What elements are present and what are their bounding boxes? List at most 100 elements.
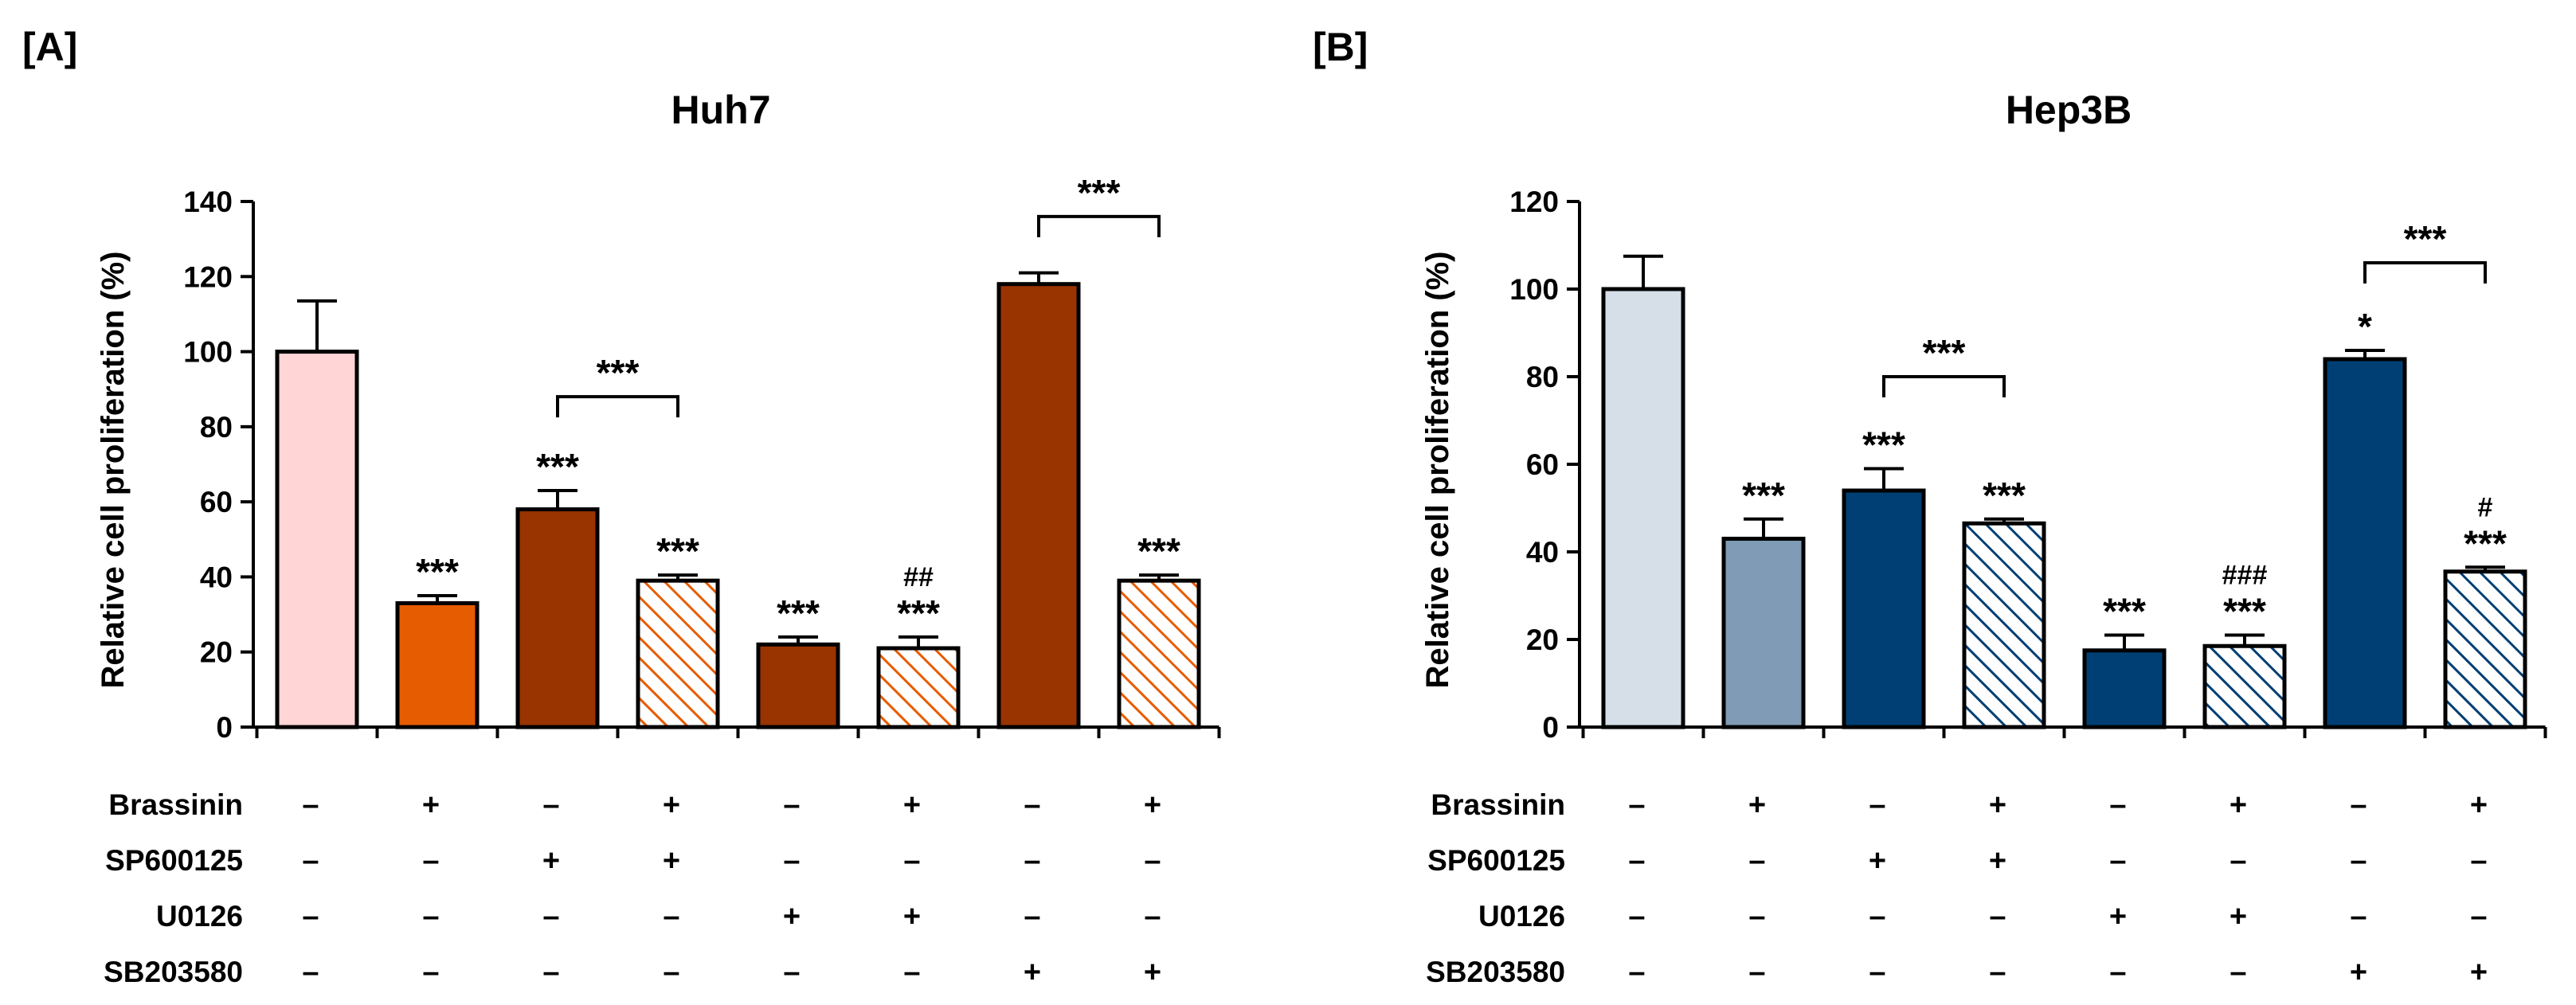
y-tick-label: 100 [1509,273,1559,306]
treatment-sign: – [2350,788,2367,822]
treatment-label-sp600125: SP600125 [1427,844,1565,877]
treatment-sign: – [2230,956,2246,989]
treatment-sign: – [2230,844,2246,878]
significance-hash: ## [903,562,934,592]
treatment-sign: – [302,844,319,878]
bar-6 [2202,643,2287,729]
bar-2 [395,600,480,729]
bar-4 [636,578,720,729]
treatment-sign: – [663,900,679,933]
treatment-sign: + [2230,788,2247,822]
bar-6 [876,646,961,729]
significance-stars: *** [1983,475,2026,516]
comparison-bracket [556,395,679,418]
treatment-sign: – [542,956,559,989]
treatment-sign: + [2470,956,2488,989]
treatment-sign: – [1628,956,1645,989]
bar-8 [1117,578,1201,729]
significance-stars: *** [1862,424,1905,466]
y-tick-label: 140 [183,186,233,218]
treatment-sign: – [1628,844,1645,878]
treatment-sign: – [2470,844,2487,878]
treatment-sign: + [1869,844,1886,878]
y-tick-label: 0 [216,711,233,744]
treatment-sign: + [2470,788,2488,822]
significance-stars: *** [416,551,459,592]
treatment-sign: – [2109,956,2126,989]
treatment-label-u0126: U0126 [1478,900,1565,933]
treatment-sign: – [1748,956,1765,989]
bar-1 [1601,287,1685,729]
panel-hep3b: [B] Hep3B Relative cell proliferation (%… [1313,25,2547,989]
significance-stars: *** [2103,591,2146,632]
treatment-sign: – [1989,900,2006,933]
bar-2 [1721,537,1806,729]
y-tick-label: 20 [1526,624,1559,656]
bracket-label: *** [1078,172,1121,213]
treatment-sign: – [783,788,800,822]
panel-label-b: [B] [1313,25,1368,69]
treatment-sign: – [903,956,920,989]
treatment-sign: – [1024,900,1040,933]
treatment-sign: – [1869,788,1885,822]
significance-stars: *** [2223,591,2266,632]
treatment-sign: – [2109,844,2126,878]
y-tick-label: 40 [1526,536,1559,569]
bracket-label: *** [1923,332,1966,373]
treatment-sign: – [1628,788,1645,822]
treatment-table-huh7: Brassinin – + – + – + – + SP600125 – – + + – – – – U0126 – –… [104,788,1161,989]
significance-stars: *** [656,530,699,572]
treatment-sign: – [542,788,559,822]
treatment-sign: – [422,844,439,878]
treatment-label-sp600125: SP600125 [105,844,243,877]
comparison-bracket [1037,214,1161,237]
y-tick-label: 120 [1509,186,1559,218]
y-tick-label: 60 [200,486,233,518]
treatment-sign: – [1748,844,1765,878]
bar-1 [275,350,359,729]
bracket-label: *** [597,352,640,393]
treatment-sign: + [422,788,440,822]
chart-title-hep3b: Hep3B [2006,88,2132,132]
treatment-label-brassinin: Brassinin [108,788,243,821]
treatment-sign: + [783,900,801,933]
treatment-sign: – [542,900,559,933]
treatment-sign: – [2350,900,2367,933]
significance-stars: *** [777,592,820,634]
treatment-sign: – [1869,900,1885,933]
treatment-sign: – [1748,900,1765,933]
treatment-sign: – [1144,844,1161,878]
bar-7 [996,282,1081,729]
treatment-label-brassinin: Brassinin [1431,788,1565,821]
panel-huh7: [A] Huh7 Relative cell proliferation (%)… [22,25,1221,989]
bar-8 [2443,569,2527,729]
bracket-label: *** [2404,218,2447,260]
y-tick-label: 0 [1542,711,1559,744]
bar-5 [2082,648,2167,729]
treatment-sign: – [1628,900,1645,933]
y-tick-label: 80 [1526,361,1559,393]
treatment-sign: – [302,900,319,933]
y-tick-label: 100 [183,336,233,369]
treatment-label-sb203580: SB203580 [104,956,243,988]
treatment-sign: – [422,956,439,989]
treatment-sign: + [903,788,921,822]
treatment-sign: + [1144,788,1161,822]
treatment-sign: – [903,844,920,878]
treatment-sign: + [1989,844,2006,878]
significance-hash: ### [2222,561,2268,591]
comparison-bracket [2363,261,2487,284]
treatment-sign: – [1024,788,1040,822]
treatment-sign: – [1144,900,1161,933]
significance-stars: *** [897,592,940,634]
treatment-sign: – [302,956,319,989]
treatment-sign: – [422,900,439,933]
treatment-label-sb203580: SB203580 [1426,956,1565,988]
treatment-sign: + [1989,788,2006,822]
significance-stars: * [2358,306,2372,347]
treatment-sign: + [1024,956,1041,989]
treatment-sign: + [663,844,680,878]
